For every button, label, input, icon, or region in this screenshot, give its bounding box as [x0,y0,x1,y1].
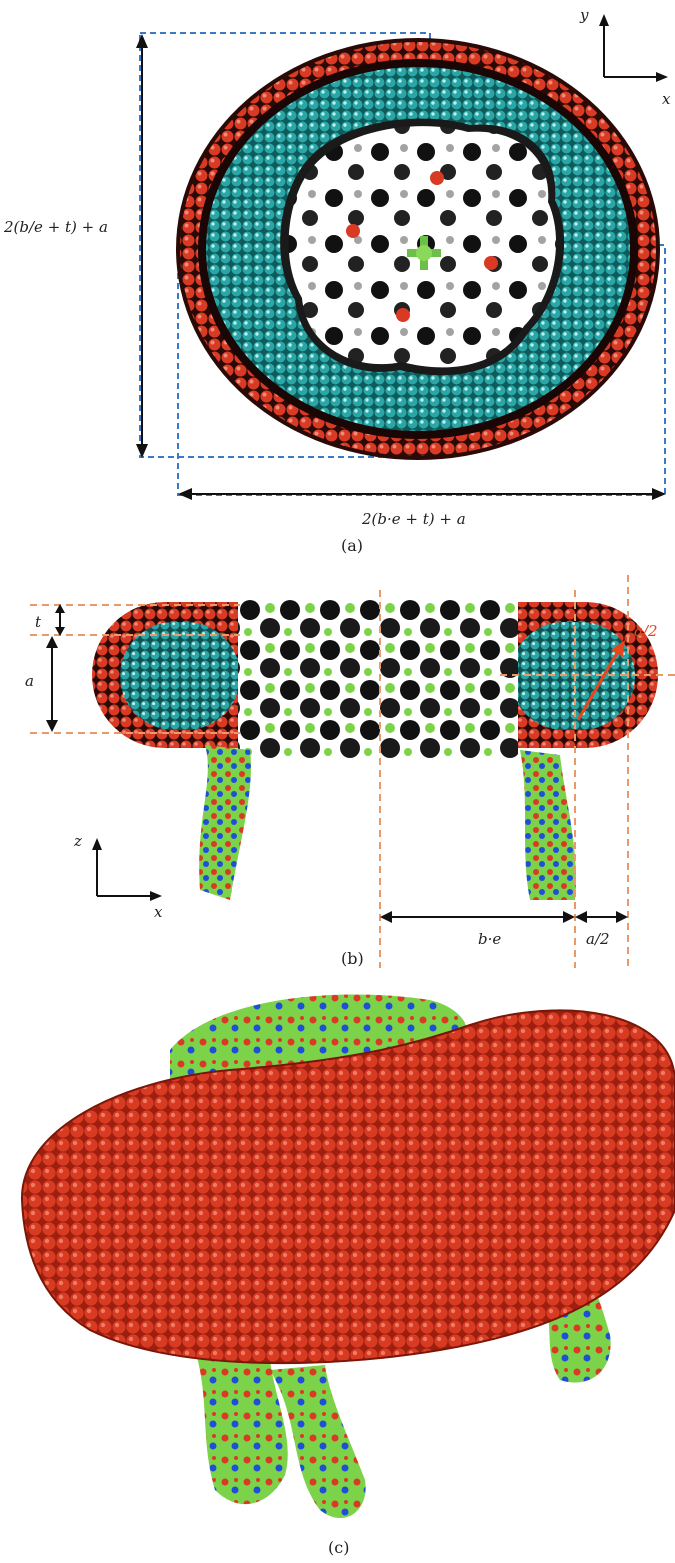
protein-interior [238,600,518,760]
label-half-a: a/2 [586,930,610,948]
protein-tail-left [199,745,251,900]
orange-guide-lines [30,575,675,968]
protein-red-dot [396,308,410,322]
horizontal-dimension-arrow [178,488,666,500]
vertical-dimension-arrow [136,34,148,458]
panel-a-figure [136,14,668,500]
panel-b-figure [30,575,675,968]
red-capsule [21,1010,675,1364]
be-dimension-arrow [380,911,575,923]
protein-red-dot [484,256,498,270]
axis-label-x-b: x [154,903,163,921]
protein-cross [407,236,441,270]
panel-c-3d-view: (c) [0,970,675,1563]
capsule-outline [20,1009,675,1365]
a-dimension-arrow [46,636,58,732]
red-half-a-arrow [576,640,625,721]
label-a: a [25,672,34,690]
label-be: b·e [478,930,502,948]
xy-axes-icon [599,14,668,82]
label-t: t [35,613,42,631]
protein-red-dot [430,171,444,185]
axis-label-x: x [662,90,671,108]
t-dimension-arrow [55,604,65,636]
caption-a: (a) [341,536,364,555]
teal-core-left [120,622,240,730]
axis-label-z: z [74,832,82,850]
protein-leg-1 [195,1350,288,1505]
half-a-dimension-arrow [575,911,628,923]
vertical-dimension-label: 2(b/e + t) + a [4,218,108,236]
axis-label-y: y [580,6,589,24]
panel-a-top-view: 2(b/e + t) + a 2(b·e + t) + a y x (a) [0,0,675,560]
horizontal-dimension-label: 2(b·e + t) + a [362,510,466,528]
label-half-a-red: a/2 [634,622,658,640]
protein-leg-2 [270,1365,366,1519]
protein-red-dot [346,224,360,238]
panel-b-side-view: t a a/2 z x b·e a/2 (b) [0,560,675,970]
panel-c-figure [20,994,675,1519]
caption-b: (b) [341,949,364,968]
zx-axes-icon [92,838,162,901]
caption-c: (c) [328,1538,350,1557]
protein-tail-right [520,750,577,900]
